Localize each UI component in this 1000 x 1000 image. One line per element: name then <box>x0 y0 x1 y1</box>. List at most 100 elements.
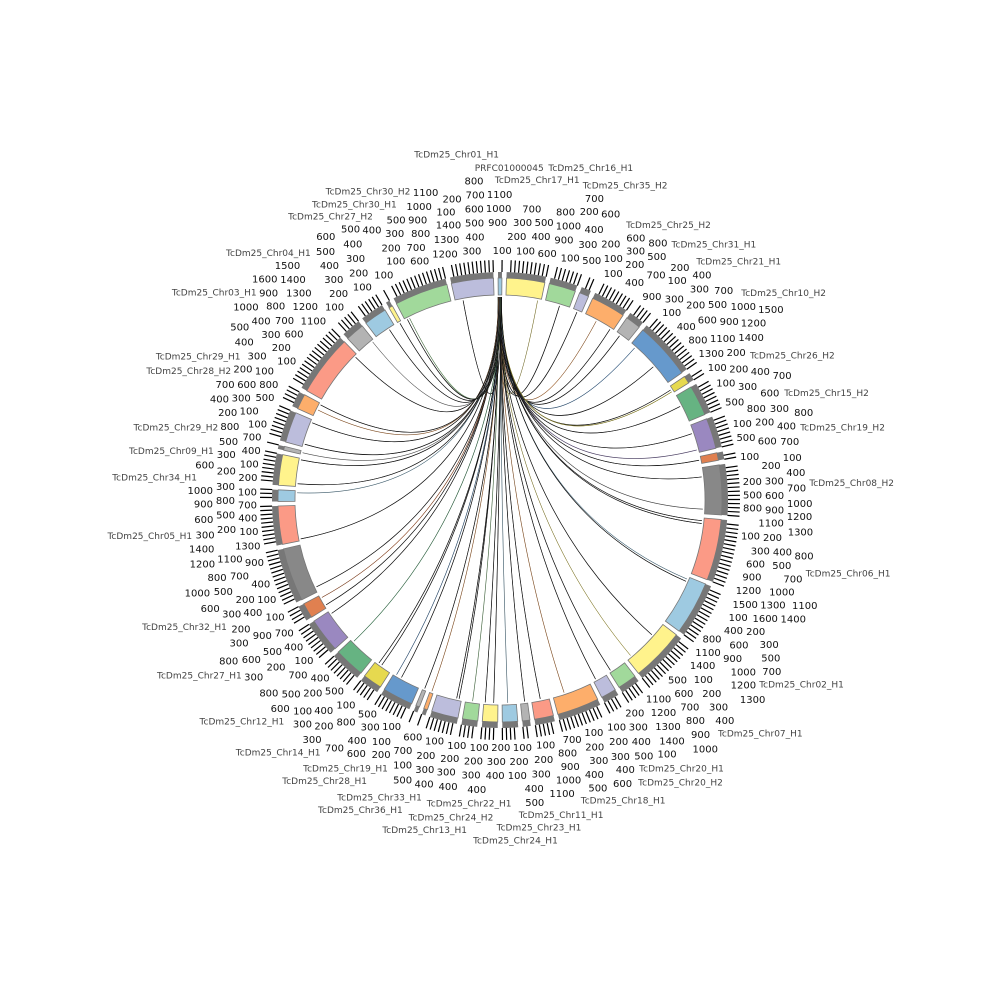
segment-band <box>719 463 728 516</box>
segment-TcDm25_Chr10_H2[interactable] <box>669 375 690 393</box>
tick-mark <box>266 553 279 558</box>
segment-TcDm25_Chr13_H1[interactable] <box>431 694 462 719</box>
segment-TcDm25_Chr14_H1[interactable] <box>337 639 373 674</box>
tick-label: 300 <box>232 393 251 404</box>
segment-TcDm25_Chr22_H1[interactable] <box>481 703 499 723</box>
segment-TcDm25_Chr26_H2[interactable] <box>675 386 706 422</box>
segment-TcDm25_Chr34_H1[interactable] <box>277 489 296 502</box>
segment-TcDm25_Chr11_H1[interactable] <box>531 698 554 720</box>
tick-mark <box>692 621 704 629</box>
segment-TcDm25_Chr29_H2[interactable] <box>283 445 302 455</box>
tick-mark <box>652 321 662 332</box>
link-outline <box>424 296 500 689</box>
tick-label: 700 <box>288 670 307 681</box>
tick-mark <box>693 372 705 381</box>
segment-TcDm25_Chr23_H1[interactable] <box>520 702 531 722</box>
tick-label: 600 <box>758 436 777 447</box>
tick-label: 400 <box>311 673 330 684</box>
tick-label: 400 <box>243 608 262 619</box>
segment-TcDm25_Chr28_H1[interactable] <box>363 661 391 688</box>
segment-TcDm25_Chr27_H1[interactable] <box>303 595 327 618</box>
tick-mark <box>402 280 409 292</box>
tick-mark <box>566 717 572 730</box>
tick-mark <box>392 703 400 716</box>
tick-mark <box>727 477 740 481</box>
segment-TcDm25_Chr33_H1[interactable] <box>423 692 434 711</box>
segment-TcDm25_Chr20_H1[interactable] <box>609 662 636 688</box>
segment-TcDm25_Chr21_H1[interactable] <box>631 329 683 384</box>
segment-TcDm25_Chr30_H1[interactable] <box>388 305 402 324</box>
segment-TcDm25_Chr17_H1[interactable] <box>505 277 546 300</box>
tick-mark <box>344 316 353 327</box>
tick-mark <box>450 264 455 277</box>
segment-TcDm25_Chr25_H2[interactable] <box>585 297 624 330</box>
tick-label: 800 <box>688 335 707 346</box>
tick-label: 400 <box>677 322 696 333</box>
segment-TcDm25_Chr36_H1[interactable] <box>415 689 427 708</box>
tick-mark <box>644 675 654 686</box>
segment-TcDm25_Chr02_H1[interactable] <box>664 576 707 632</box>
segment-TcDm25_Chr03_H1[interactable] <box>306 341 357 400</box>
segment-TcDm25_Chr29_H1[interactable] <box>297 394 321 417</box>
segment-TcDm25_Chr32_H1[interactable] <box>282 544 318 601</box>
segment-TcDm25_Chr08_H2[interactable] <box>701 464 723 516</box>
segment-label: TcDm25_Chr27_H1 <box>156 671 242 681</box>
segment-TcDm25_Chr19_H2[interactable] <box>699 452 719 464</box>
tick-mark <box>727 486 740 489</box>
tick-label: 500 <box>393 775 412 786</box>
segment-TcDm25_Chr18_H1[interactable] <box>552 683 599 715</box>
tick-mark <box>410 277 416 289</box>
segment-band <box>557 699 601 721</box>
tick-mark <box>381 698 389 710</box>
segment-TcDm25_Chr16_H1[interactable] <box>545 283 576 308</box>
segment-TcDm25_Chr31_H1[interactable] <box>616 317 640 341</box>
segment-TcDm25_Chr20_H2[interactable] <box>593 674 616 698</box>
tick-label: 400 <box>465 232 484 243</box>
segment-TcDm25_Chr09_H1[interactable] <box>278 454 300 487</box>
tick-mark <box>368 298 376 310</box>
tick-label: 700 <box>407 243 426 254</box>
segment-TcDm25_Chr24_H1[interactable] <box>501 703 519 723</box>
tick-mark <box>353 680 362 691</box>
tick-label: 200 <box>329 289 348 300</box>
tick-label: 600 <box>284 330 303 341</box>
segment-TcDm25_Chr01_H1[interactable] <box>450 277 495 301</box>
segment-TcDm25_Chr19_H1[interactable] <box>383 674 420 705</box>
segment-TcDm25_Chr05_H1[interactable] <box>277 505 300 545</box>
tick-mark <box>283 598 295 605</box>
segment-TcDm25_Chr27_H2[interactable] <box>365 309 395 338</box>
tick-label: 100 <box>561 254 580 265</box>
segment-TcDm25_Chr24_H2[interactable] <box>461 701 480 722</box>
segment-label: TcDm25_Chr03_H1 <box>171 288 257 298</box>
tick-mark <box>636 307 645 318</box>
tick-mark <box>281 594 294 601</box>
segment-PRFC01000045[interactable] <box>497 277 503 296</box>
tick-label: 600 <box>194 515 213 526</box>
tick-label: 400 <box>284 643 303 654</box>
tick-label: 100 <box>336 700 355 711</box>
segment-band <box>461 718 478 727</box>
tick-label: 600 <box>242 655 261 666</box>
segment-band <box>498 272 502 279</box>
tick-label: 400 <box>347 736 366 747</box>
tick-mark <box>698 610 710 618</box>
tick-mark <box>705 395 717 402</box>
tick-mark <box>703 391 715 399</box>
segment-TcDm25_Chr28_H2[interactable] <box>285 412 313 447</box>
segment-TcDm25_Chr06_H1[interactable] <box>690 517 722 581</box>
tick-mark <box>713 415 726 421</box>
segment-TcDm25_Chr15_H2[interactable] <box>690 418 717 453</box>
tick-mark <box>267 557 280 562</box>
segment-TcDm25_Chr35_H2[interactable] <box>572 292 590 313</box>
segment-TcDm25_Chr04_H1[interactable] <box>347 325 374 352</box>
tick-label: 300 <box>437 767 456 778</box>
tick-mark <box>612 291 620 303</box>
link-outline <box>297 296 501 494</box>
segment-TcDm25_Chr30_H2[interactable] <box>395 283 452 320</box>
tick-mark <box>622 297 631 309</box>
segment-TcDm25_Chr07_H1[interactable] <box>627 623 677 675</box>
tick-mark <box>704 600 716 607</box>
segment-TcDm25_Chr12_H1[interactable] <box>313 611 349 650</box>
tick-mark <box>573 272 579 285</box>
tick-label: 600 <box>410 256 429 267</box>
